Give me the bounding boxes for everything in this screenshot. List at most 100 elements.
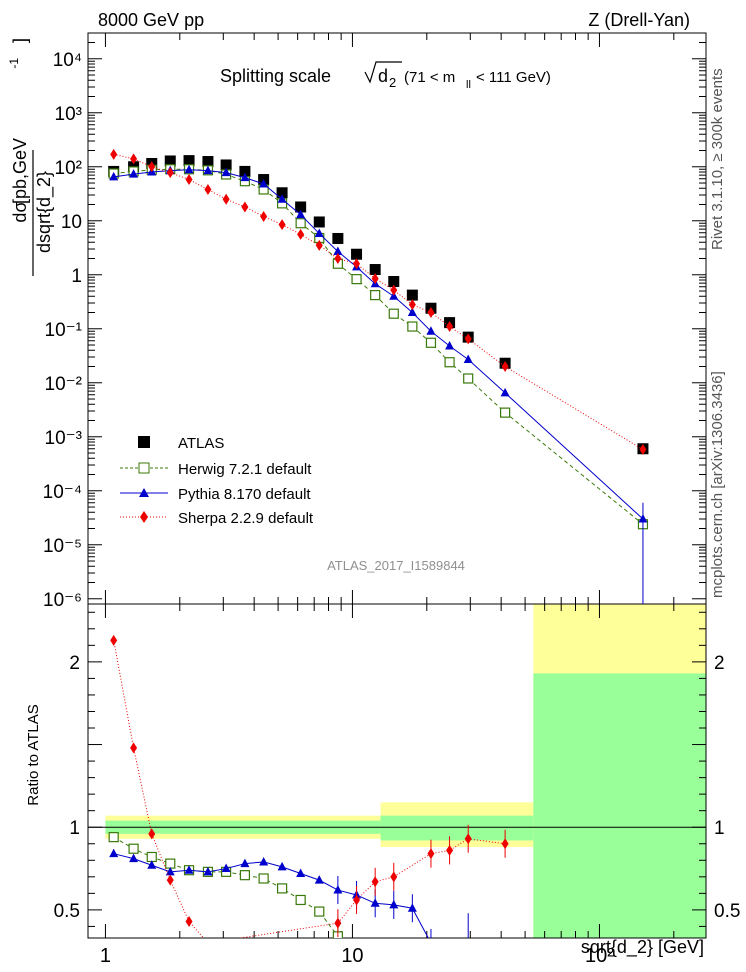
y-tick-label: 10⁻⁶ [43, 590, 82, 611]
y-tick-label: 10⁻⁴ [43, 482, 82, 503]
ratio-series-line [113, 853, 429, 938]
data-point [463, 354, 473, 363]
data-point [426, 326, 436, 335]
ratio-data-point [148, 828, 156, 840]
x-tick-label: 1 [100, 945, 111, 967]
legend-label-sherpa: Sherpa 2.2.9 default [178, 510, 314, 527]
data-point [202, 156, 214, 168]
data-point [333, 246, 343, 255]
ratio-data-point [130, 742, 138, 754]
data-point [388, 276, 400, 288]
y-tick-label: 10⁻¹ [45, 320, 83, 341]
stat-uncertainty-band [380, 815, 534, 841]
ylabel-num: dσ [10, 201, 30, 222]
x-axis-ticks: 1 10 10² [100, 33, 675, 967]
data-point [370, 290, 381, 301]
data-point [351, 274, 362, 285]
ratio-data-point [314, 906, 325, 917]
ratio-data-point [427, 848, 435, 860]
ratio-data-point [184, 865, 194, 874]
data-point [109, 171, 119, 181]
data-point [446, 321, 454, 333]
data-point [278, 219, 286, 231]
data-point [445, 340, 455, 350]
process-label: Z (Drell-Yan) [588, 10, 690, 30]
ratio-series-1 [109, 848, 432, 938]
ratio-data-point [464, 833, 472, 845]
ratio-data-point [108, 832, 119, 843]
legend-entry-herwig: Herwig 7.2.1 default [120, 461, 312, 478]
ratio-data-point [277, 861, 287, 871]
data-point [314, 228, 324, 238]
data-point [183, 155, 195, 167]
title-main: Splitting scale [220, 66, 331, 86]
ratio-data-point [207, 937, 209, 938]
sqrt-sign-icon [364, 61, 402, 84]
ratio-series-0 [108, 832, 343, 938]
legend-marker-atlas [138, 436, 150, 448]
data-point [371, 273, 379, 285]
y-axis-ticks-main: 10⁻⁶ 10⁻⁵ 10⁻⁴ 10⁻³ 10⁻² 10⁻¹ 1 10 10² 10³ 10⁴ [43, 32, 706, 611]
data-point [241, 201, 249, 213]
data-point [351, 248, 363, 260]
ratio-y-axis-label: Ratio to ATLAS [25, 704, 42, 805]
legend-marker-herwig [138, 462, 150, 474]
ratio-series-line [113, 640, 506, 938]
ratio-data-point [296, 868, 306, 878]
ratio-data-point [353, 894, 361, 906]
data-point [408, 299, 416, 311]
title-range-sub: ll [466, 79, 471, 91]
data-point [501, 361, 509, 373]
data-point [164, 155, 176, 167]
ratio-data-point [371, 876, 379, 888]
data-point [295, 201, 307, 213]
data-point [203, 165, 213, 175]
ratio-data-point [203, 866, 213, 876]
analysis-watermark: ATLAS_2017_I1589844 [327, 558, 465, 573]
data-point [444, 357, 455, 368]
series-0 [108, 155, 649, 455]
data-point [130, 153, 138, 165]
y-tick-label: 0.5 [54, 901, 80, 922]
y-tick-label: 10² [55, 158, 82, 179]
y-axis-ticks-ratio: 0.5 0.5 1 1 2 2 [54, 611, 740, 927]
ratio-data-point [129, 853, 139, 863]
data-point [407, 321, 418, 332]
data-point [390, 284, 398, 296]
plot-title: Splitting scale d 2 (71 < m ll < 111 GeV… [220, 61, 551, 91]
data-point [277, 194, 287, 203]
ratio-plot-area [87, 603, 707, 939]
ratio-data-point [221, 863, 231, 873]
data-point [353, 258, 361, 270]
ratio-series-2 [110, 634, 509, 938]
data-point [500, 387, 510, 397]
ratio-data-point [334, 917, 342, 929]
legend-entry-pythia: Pythia 8.170 default [120, 486, 311, 503]
ratio-data-point [165, 866, 175, 876]
title-sub: 2 [389, 75, 396, 90]
rivet-label: Rivet 3.1.10, ≥ 300k events [709, 68, 726, 250]
ratio-data-point [240, 858, 250, 868]
data-point [334, 253, 342, 265]
data-point [297, 228, 305, 240]
y-tick-label: 10⁻³ [45, 428, 83, 449]
legend-label-atlas: ATLAS [178, 435, 224, 452]
data-point [315, 239, 323, 251]
data-point [463, 373, 474, 384]
x-tick-label: 10² [585, 945, 614, 967]
data-point [204, 183, 212, 195]
data-point [369, 264, 381, 276]
ylabel-units: [pb,GeV [10, 138, 30, 204]
y-tick-label: 10³ [55, 104, 82, 125]
data-point [110, 148, 118, 160]
ratio-data-point [389, 899, 399, 909]
ratio-uncertainty-bands [105, 604, 706, 938]
ratio-data-point [370, 898, 380, 907]
energy-label: 8000 GeV pp [98, 10, 204, 30]
ratio-data-point [110, 634, 118, 646]
ylabel-units-sup: -1 [7, 58, 21, 69]
y-tick-label: 1 [71, 266, 82, 287]
y-tick-label: 10⁻⁵ [43, 536, 82, 557]
ratio-frame [87, 603, 707, 939]
series-line [113, 169, 644, 520]
